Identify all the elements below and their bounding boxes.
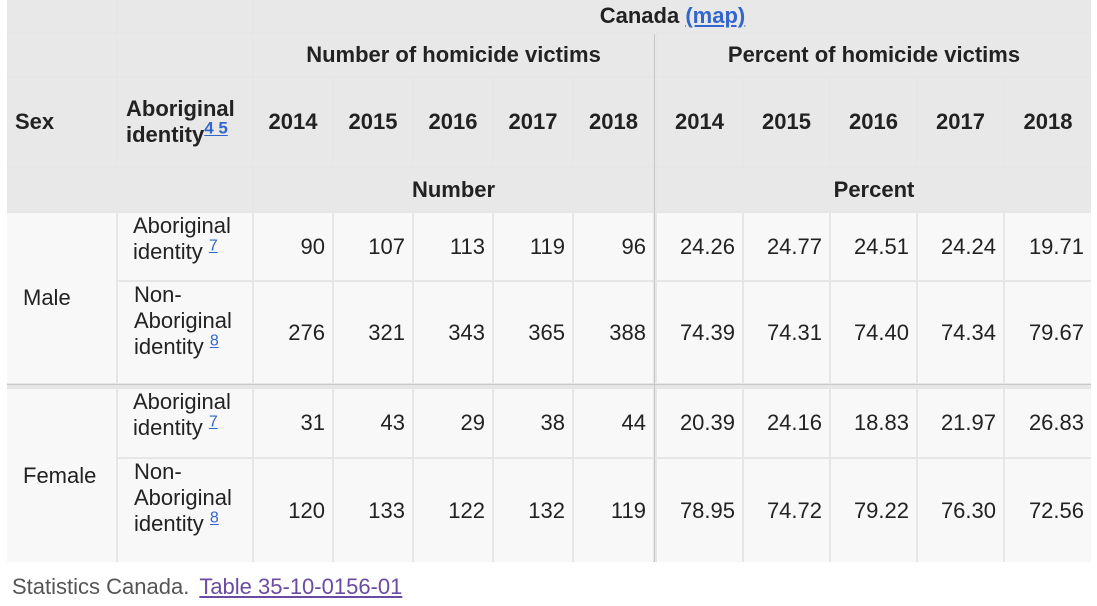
number-cell: 120: [254, 459, 332, 562]
blank-corner-cell: [7, 34, 116, 76]
number-cell: 388: [574, 282, 653, 383]
number-cell: 321: [334, 282, 412, 383]
blank-corner-cell: [118, 34, 252, 76]
identity-label: Non- Aboriginal identity 8: [118, 459, 252, 562]
number-cell: 44: [574, 389, 653, 457]
percent-cell: 74.40: [831, 282, 916, 383]
percent-group-header: Percent of homicide victims: [657, 34, 1091, 76]
number-cell: 43: [334, 389, 412, 457]
region-name: Canada: [599, 3, 680, 29]
table-grid: Canada (map) Number of homicide victims …: [7, 0, 1091, 562]
block-divider: [654, 34, 655, 562]
footnote-link[interactable]: 7: [208, 413, 218, 431]
number-cell: 113: [414, 213, 492, 280]
percent-cell: 20.39: [657, 389, 742, 457]
year-header: 2015: [334, 78, 412, 166]
footnote-link[interactable]: 8: [209, 509, 219, 527]
identity-label: Non- Aboriginal identity 8: [118, 282, 252, 383]
year-header: 2016: [831, 78, 916, 166]
percent-cell: 26.83: [1005, 389, 1091, 457]
percent-cell: 78.95: [657, 459, 742, 562]
number-cell: 122: [414, 459, 492, 562]
source-text: Statistics Canada.: [12, 574, 190, 599]
footnote-link[interactable]: 8: [209, 332, 219, 350]
number-cell: 133: [334, 459, 412, 562]
year-header: 2017: [918, 78, 1003, 166]
year-header: 2015: [744, 78, 829, 166]
identity-header-line: Aboriginal: [126, 96, 235, 122]
group-divider: [7, 384, 1091, 385]
table-link[interactable]: Table 35-10-0156-01: [199, 574, 403, 599]
percent-cell: 24.26: [657, 213, 742, 280]
number-cell: 31: [254, 389, 332, 457]
source-footer: Statistics Canada. Table 35-10-0156-01: [12, 574, 402, 600]
unit-number-header: Number: [254, 168, 653, 211]
map-link[interactable]: (map): [685, 3, 746, 29]
year-header: 2018: [574, 78, 653, 166]
percent-cell: 74.31: [744, 282, 829, 383]
percent-cell: 74.34: [918, 282, 1003, 383]
number-group-header: Number of homicide victims: [254, 34, 653, 76]
percent-cell: 24.16: [744, 389, 829, 457]
number-cell: 38: [494, 389, 572, 457]
percent-cell: 18.83: [831, 389, 916, 457]
year-header: 2014: [657, 78, 742, 166]
percent-cell: 72.56: [1005, 459, 1091, 562]
identity-footnote-link[interactable]: 4 5: [204, 118, 228, 138]
blank-unit-cell: [7, 168, 252, 211]
blank-corner-cell: [7, 0, 116, 32]
number-cell: 132: [494, 459, 572, 562]
percent-cell: 76.30: [918, 459, 1003, 562]
percent-cell: 74.72: [744, 459, 829, 562]
number-cell: 90: [254, 213, 332, 280]
year-header: 2016: [414, 78, 492, 166]
number-cell: 119: [494, 213, 572, 280]
percent-cell: 79.67: [1005, 282, 1091, 383]
unit-percent-header: Percent: [657, 168, 1091, 211]
year-header: 2017: [494, 78, 572, 166]
identity-label: Aboriginal identity 7: [118, 213, 252, 280]
sex-label-female: Female: [7, 389, 116, 562]
footnote-link[interactable]: 7: [208, 237, 218, 255]
identity-header-line: identity4 5: [126, 118, 228, 147]
sex-column-header: Sex: [7, 78, 116, 166]
number-cell: 119: [574, 459, 653, 562]
blank-corner-cell: [118, 0, 252, 32]
year-header: 2018: [1005, 78, 1091, 166]
number-cell: 29: [414, 389, 492, 457]
region-header: Canada (map): [254, 0, 1091, 32]
number-cell: 343: [414, 282, 492, 383]
percent-cell: 24.51: [831, 213, 916, 280]
percent-cell: 21.97: [918, 389, 1003, 457]
identity-label: Aboriginal identity 7: [118, 389, 252, 457]
sex-label-male: Male: [7, 213, 116, 383]
percent-cell: 19.71: [1005, 213, 1091, 280]
number-cell: 276: [254, 282, 332, 383]
number-cell: 365: [494, 282, 572, 383]
number-cell: 107: [334, 213, 412, 280]
identity-column-header: Aboriginal identity4 5: [118, 78, 252, 166]
percent-cell: 24.24: [918, 213, 1003, 280]
number-cell: 96: [574, 213, 653, 280]
percent-cell: 79.22: [831, 459, 916, 562]
percent-cell: 74.39: [657, 282, 742, 383]
percent-cell: 24.77: [744, 213, 829, 280]
year-header: 2014: [254, 78, 332, 166]
